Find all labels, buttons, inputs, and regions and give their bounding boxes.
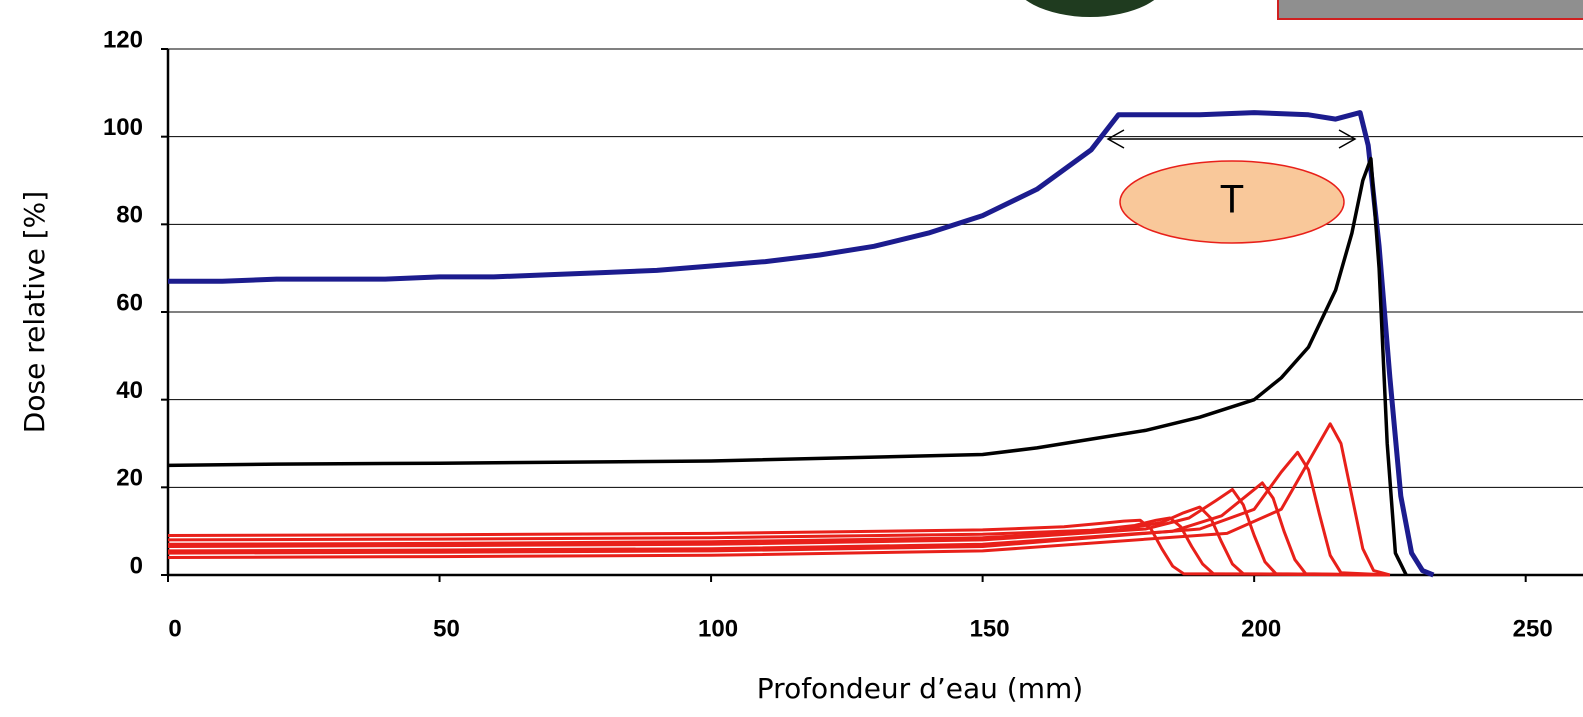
y-tick-label: 80: [116, 202, 143, 229]
y-tick-label: 120: [103, 26, 143, 53]
annotation-ellipse: [1119, 160, 1345, 244]
data-line: [167, 516, 1390, 577]
data-line: [167, 450, 1390, 577]
y-tick-label: 60: [116, 289, 143, 316]
y-tick-label: 0: [130, 552, 143, 579]
y-tick-label: 100: [103, 114, 143, 141]
y-tick-label: 20: [116, 465, 143, 492]
y-axis-title: Dose relative [%]: [18, 191, 51, 433]
arrow-head: [1106, 129, 1357, 149]
photo-fragment: [1277, 0, 1583, 20]
data-line: [167, 518, 1390, 577]
photo-fragment: [1025, 0, 1155, 17]
x-tick-label: 0: [168, 615, 181, 642]
x-tick-label: 50: [433, 615, 460, 642]
x-tick-label: 200: [1241, 615, 1281, 642]
x-axis-title: Profondeur d’eau (mm): [757, 672, 1083, 705]
data-line: [167, 481, 1390, 577]
x-tick-label: 250: [1513, 615, 1553, 642]
x-tick-label: 100: [698, 615, 738, 642]
y-tick-label: 40: [116, 377, 143, 404]
x-tick-label: 150: [970, 615, 1010, 642]
data-line: [167, 505, 1390, 577]
data-line: [167, 422, 1391, 577]
data-line: [167, 488, 1390, 577]
data-line: [167, 156, 1408, 576]
annotation-text: T: [1220, 178, 1244, 222]
